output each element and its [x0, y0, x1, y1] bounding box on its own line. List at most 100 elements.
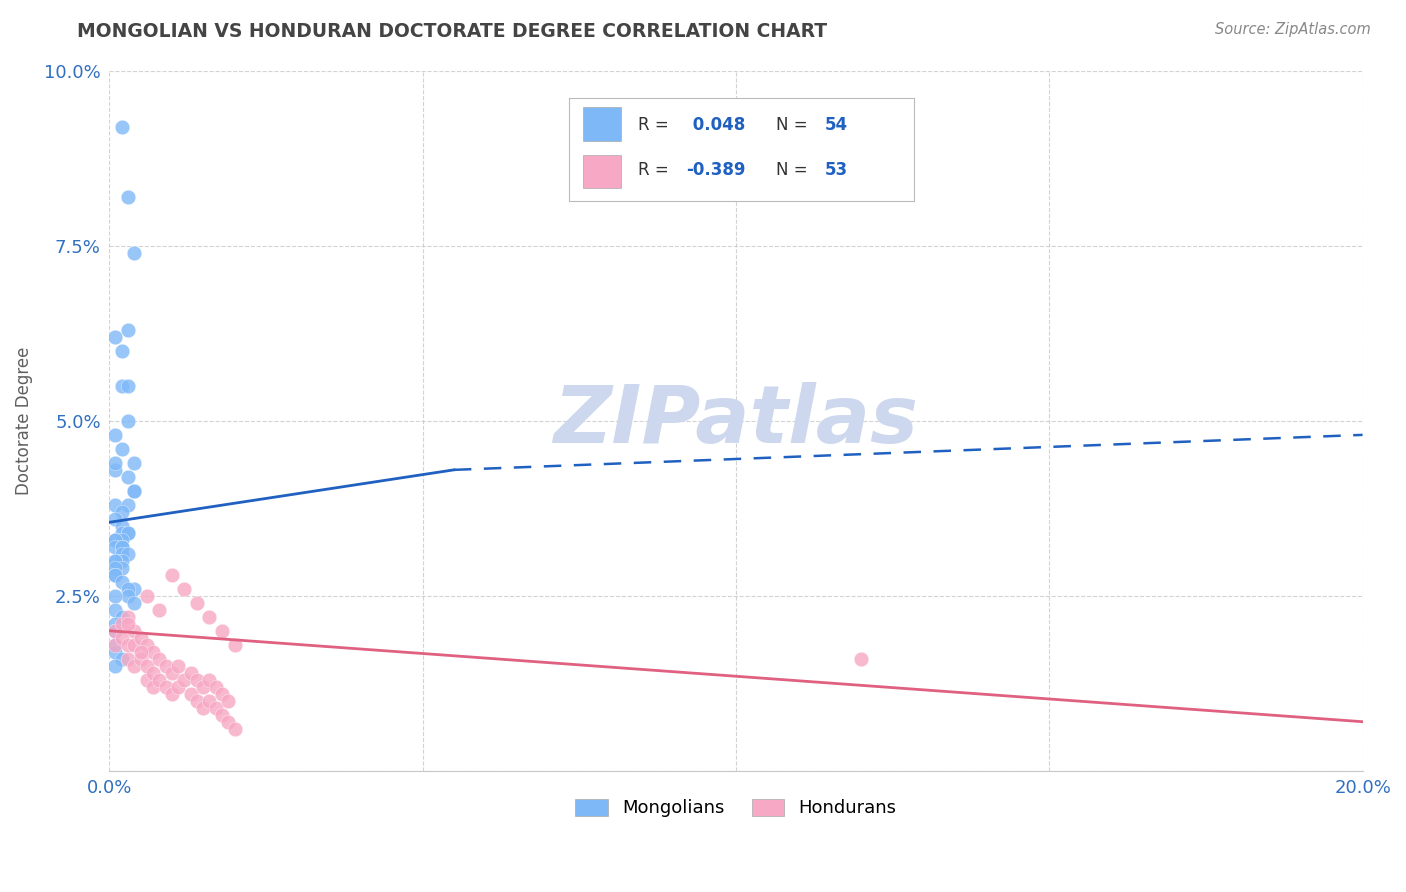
Point: [104, 533, 127, 547]
Text: -0.389: -0.389: [686, 161, 747, 179]
Point: [111, 609, 134, 624]
Point: [224, 638, 246, 652]
Y-axis label: Doctorate Degree: Doctorate Degree: [15, 347, 32, 495]
Point: [211, 707, 233, 722]
Point: [104, 463, 127, 477]
Point: [129, 631, 152, 645]
Point: [117, 652, 139, 666]
Point: [117, 414, 139, 428]
Point: [104, 428, 127, 442]
Point: [104, 638, 127, 652]
Point: [117, 190, 139, 204]
Point: [111, 540, 134, 554]
Point: [148, 603, 170, 617]
Point: [155, 680, 177, 694]
Point: [122, 582, 145, 596]
Point: [193, 700, 215, 714]
Point: [167, 680, 190, 694]
Point: [186, 673, 208, 687]
FancyBboxPatch shape: [583, 107, 621, 141]
Point: [135, 638, 157, 652]
Point: [122, 483, 145, 498]
Point: [104, 330, 127, 344]
Text: 53: 53: [824, 161, 848, 179]
Point: [198, 673, 221, 687]
Point: [148, 652, 170, 666]
Point: [129, 652, 152, 666]
Point: [111, 533, 134, 547]
Point: [104, 567, 127, 582]
Text: N =: N =: [776, 116, 813, 135]
Point: [104, 645, 127, 659]
Point: [135, 673, 157, 687]
Point: [217, 694, 239, 708]
Point: [111, 652, 134, 666]
Point: [186, 596, 208, 610]
Point: [111, 343, 134, 358]
Point: [122, 596, 145, 610]
Point: [111, 540, 134, 554]
Point: [111, 442, 134, 456]
Point: [173, 582, 195, 596]
Point: [198, 694, 221, 708]
Point: [117, 589, 139, 603]
Point: [122, 456, 145, 470]
Point: [104, 554, 127, 568]
Point: [104, 624, 127, 638]
Point: [104, 616, 127, 631]
Point: [129, 645, 152, 659]
Point: [111, 574, 134, 589]
Point: [180, 687, 202, 701]
Point: [211, 624, 233, 638]
Point: [117, 498, 139, 512]
Point: [111, 505, 134, 519]
Point: [104, 624, 127, 638]
Point: [148, 673, 170, 687]
Point: [104, 567, 127, 582]
Point: [122, 246, 145, 260]
Point: [117, 379, 139, 393]
Text: R =: R =: [638, 161, 675, 179]
Point: [104, 456, 127, 470]
Point: [224, 722, 246, 736]
Point: [135, 658, 157, 673]
Point: [117, 470, 139, 484]
Text: N =: N =: [776, 161, 813, 179]
Point: [104, 498, 127, 512]
Point: [104, 638, 127, 652]
Point: [204, 700, 226, 714]
Point: [104, 589, 127, 603]
Point: [111, 379, 134, 393]
Point: [122, 624, 145, 638]
Point: [111, 631, 134, 645]
Point: [117, 609, 139, 624]
Point: [117, 638, 139, 652]
Point: [142, 645, 165, 659]
Point: [111, 525, 134, 540]
Point: [122, 658, 145, 673]
Point: [111, 554, 134, 568]
Point: [155, 658, 177, 673]
Point: [193, 680, 215, 694]
Point: [111, 547, 134, 561]
Text: ZIPatlas: ZIPatlas: [554, 382, 918, 460]
Point: [117, 582, 139, 596]
FancyBboxPatch shape: [583, 154, 621, 188]
Point: [117, 323, 139, 337]
Point: [111, 561, 134, 575]
Point: [111, 120, 134, 134]
Point: [142, 680, 165, 694]
Point: [160, 687, 183, 701]
Text: 54: 54: [824, 116, 848, 135]
Point: [160, 567, 183, 582]
Point: [204, 680, 226, 694]
Point: [135, 589, 157, 603]
Point: [180, 665, 202, 680]
Point: [104, 554, 127, 568]
Point: [851, 652, 873, 666]
Point: [104, 658, 127, 673]
Point: [142, 665, 165, 680]
Point: [111, 616, 134, 631]
Point: [117, 547, 139, 561]
Point: [211, 687, 233, 701]
